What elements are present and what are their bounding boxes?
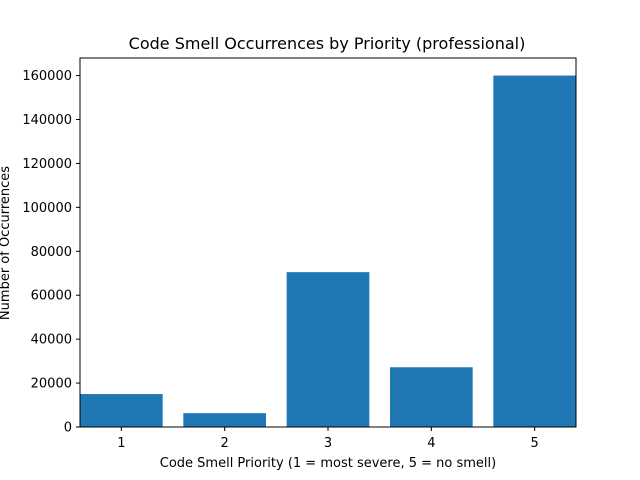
y-tick-label: 0 [64, 421, 72, 436]
y-tick-label: 120000 [22, 157, 72, 172]
y-tick-label: 80000 [31, 245, 72, 260]
y-tick-label: 100000 [22, 201, 72, 216]
x-tick-label: 5 [531, 436, 539, 451]
bar-priority-4 [390, 367, 473, 427]
bar-priority-2 [183, 413, 266, 427]
plot-frame [79, 57, 577, 428]
x-axis-label: Code Smell Priority (1 = most severe, 5 … [160, 456, 496, 471]
bar-priority-5 [493, 75, 576, 428]
y-tick-label: 40000 [31, 333, 72, 348]
x-tick-label: 1 [117, 436, 125, 451]
x-tick-label: 4 [427, 436, 435, 451]
y-tick-label: 60000 [31, 289, 72, 304]
bar-priority-1 [80, 394, 163, 427]
x-tick-label: 2 [221, 436, 229, 451]
y-axis-label: Number of Occurrences [0, 166, 13, 320]
x-axis-ticks: 1 2 3 4 5 [117, 427, 539, 451]
y-tick-label: 20000 [31, 377, 72, 392]
bars-layer [80, 75, 576, 428]
x-tick-label: 3 [324, 436, 332, 451]
bar-priority-3 [286, 272, 370, 427]
chart-title: Code Smell Occurrences by Priority (prof… [129, 34, 526, 53]
y-axis-ticks: 0 20000 40000 60000 80000 100000 120000 140000 1… [22, 69, 80, 436]
y-tick-label: 140000 [22, 113, 72, 128]
y-tick-label: 160000 [22, 69, 72, 84]
